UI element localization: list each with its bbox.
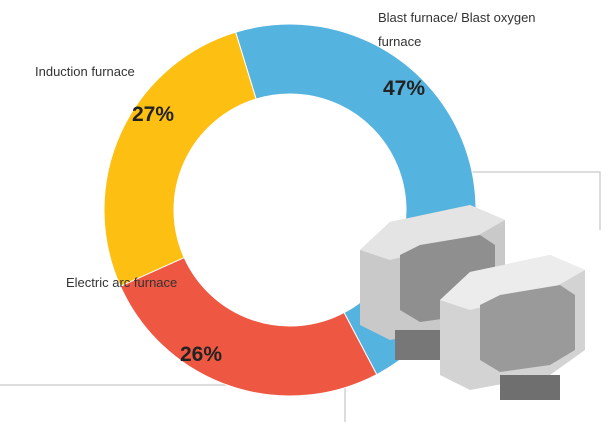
slice [119, 256, 378, 397]
value-label: 27% [132, 103, 175, 126]
slice-label: Blast furnace/ Blast oxygen furnace [378, 10, 536, 49]
value-label: 26% [180, 343, 223, 366]
furnace-illustration [360, 205, 585, 400]
slice-label: Induction furnace [35, 64, 135, 79]
slice-label: Electric arc furnace [66, 275, 178, 290]
value-label: 47% [383, 77, 426, 100]
slice [103, 31, 257, 287]
